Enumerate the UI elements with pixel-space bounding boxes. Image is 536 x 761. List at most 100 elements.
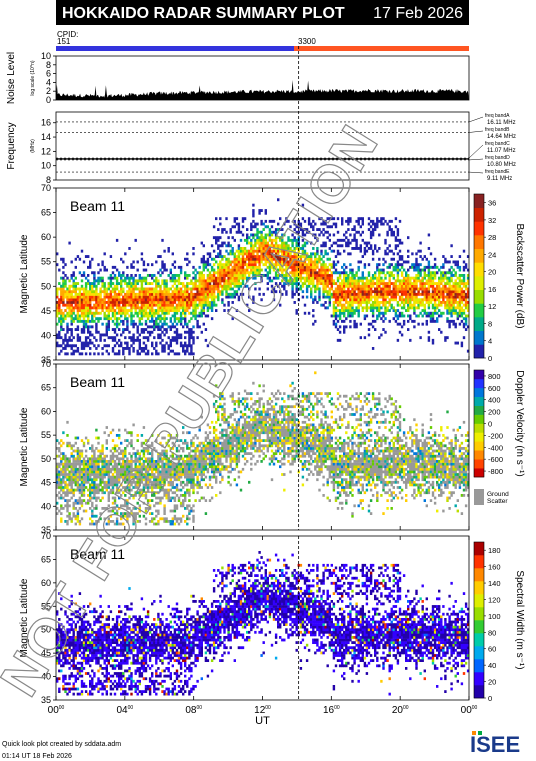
x-tick-label: 0000	[48, 705, 65, 716]
watermark-text: NOT FOR PUBLICATION	[0, 114, 390, 706]
colorbar-tick-label: 12	[488, 302, 496, 311]
colorbar-segment	[474, 568, 484, 582]
y-axis-label: Frequency	[6, 122, 17, 169]
y-tick-label: 8	[46, 175, 51, 185]
y-tick-label: 50	[41, 454, 51, 464]
y-tick-label: 55	[41, 601, 51, 611]
y-tick-label: 65	[41, 383, 51, 393]
colorbar-tick-label: -400	[488, 443, 503, 452]
y-tick-label: 45	[41, 648, 51, 658]
y-tick-label: 10	[41, 161, 51, 171]
colorbar-segment	[474, 672, 484, 686]
y-tick-label: 65	[41, 554, 51, 564]
colorbar-segment	[474, 542, 484, 556]
freq-band-value: 9.11 MHz	[487, 176, 512, 182]
y-tick-label: 60	[41, 232, 51, 242]
y-axis-label: Magnetic Latitude	[19, 578, 30, 657]
freq-band-leader	[468, 171, 484, 174]
colorbar-tick-label: -600	[488, 455, 503, 464]
y-tick-label: 40	[41, 501, 51, 511]
colorbar-tick-label: 140	[488, 579, 501, 588]
colorbar-tick-label: 60	[488, 645, 496, 654]
colorbar-segment	[474, 207, 484, 222]
freq-band-name: freq bandD	[485, 155, 510, 161]
colorbar-segment	[474, 423, 484, 433]
colorbar-tick-label: 180	[488, 546, 501, 555]
colorbar-segment	[474, 633, 484, 647]
power-cells	[56, 198, 470, 356]
colorbar-tick-label: 800	[488, 372, 501, 381]
ground-scatter-swatch	[474, 489, 484, 505]
freq-band-name: freq bandC	[485, 141, 510, 147]
colorbar-segment	[474, 387, 484, 397]
colorbar-segment	[474, 262, 484, 277]
beam-label: Beam 11	[70, 198, 125, 214]
y-tick-label: 0	[46, 95, 51, 105]
cpid-bar-second	[294, 46, 469, 51]
x-tick-label: 0000	[461, 705, 478, 716]
colorbar-tick-label: 100	[488, 612, 501, 621]
colorbar-label: Spectral Width (m s⁻¹)	[514, 570, 525, 669]
colorbar-tick-label: -200	[488, 431, 503, 440]
colorbar-segment	[474, 396, 484, 406]
colorbar-segment	[474, 459, 484, 469]
colorbar-tick-label: 200	[488, 408, 501, 417]
colorbar-tick-label: 0	[488, 420, 492, 429]
colorbar-segment	[474, 432, 484, 442]
colorbar-tick-label: 600	[488, 384, 501, 393]
colorbar-tick-label: 0	[488, 354, 492, 363]
colorbar-tick-label: 28	[488, 233, 496, 242]
colorbar-tick-label: 120	[488, 595, 501, 604]
colorbar-tick-label: 4	[488, 337, 492, 346]
y-axis-label: Magnetic Latitude	[19, 234, 30, 313]
y-tick-label: 50	[41, 625, 51, 635]
colorbar-segment	[474, 378, 484, 389]
y-tick-label: 16	[41, 118, 51, 128]
freq-band-leader	[468, 158, 484, 161]
y-tick-label: 10	[41, 51, 51, 61]
colorbar-segment	[474, 221, 484, 236]
y-tick-label: 55	[41, 257, 51, 267]
colorbar-label: Doppler Velocity (m s⁻¹)	[514, 370, 525, 476]
y-tick-label: 60	[41, 406, 51, 416]
colorbar-tick-label: 16	[488, 285, 496, 294]
freq-band-name: freq bandA	[485, 113, 510, 119]
x-tick-suffix: 00	[334, 705, 340, 711]
colorbar-segment	[474, 235, 484, 249]
y-tick-label: 60	[41, 578, 51, 588]
velocity-cells	[56, 371, 470, 526]
colorbar-tick-label: 80	[488, 628, 496, 637]
colorbar-segment	[474, 441, 484, 451]
colorbar-tick-label: 36	[488, 199, 496, 208]
y-tick-label: 40	[41, 672, 51, 682]
colorbar-segment	[474, 620, 484, 634]
colorbar-frame	[473, 541, 485, 699]
colorbar-frame	[473, 193, 485, 359]
colorbar-segment	[474, 344, 484, 359]
colorbar-tick-label: 8	[488, 319, 492, 328]
width-panel: 35 40 45 50 55 60 65 70 Magnetic Latitude Beam 11…	[19, 531, 525, 705]
colorbar-tick-label: 20	[488, 268, 496, 277]
colorbar-tick-label: 400	[488, 396, 501, 405]
y-tick-label: 6	[46, 69, 51, 79]
footer-created-by: Quick look plot created by sddata.adm	[2, 741, 121, 748]
y-tick-label: 35	[41, 695, 51, 705]
ground-scatter-label: Ground	[487, 491, 509, 498]
y-tick-label: 55	[41, 430, 51, 440]
width-cells	[56, 551, 470, 696]
colorbar-tick-label: 160	[488, 563, 501, 572]
y-axis-sublabel: (MHz)	[30, 139, 36, 153]
cpid-bar-first	[56, 46, 294, 51]
x-axis-label: UT	[255, 715, 270, 727]
colorbar-segment	[474, 317, 484, 331]
x-tick-suffix: 00	[59, 705, 65, 711]
panel-frame	[55, 111, 470, 181]
y-tick-label: 70	[41, 359, 51, 369]
colorbar-segment	[474, 194, 484, 208]
velocity-panel: 35 40 45 50 55 60 65 70 Magnetic Latitude Beam 11…	[19, 359, 525, 535]
cpid-first: 151	[57, 37, 71, 46]
colorbar-tick-label: 20	[488, 678, 496, 687]
x-tick-label: 0800	[185, 705, 202, 716]
